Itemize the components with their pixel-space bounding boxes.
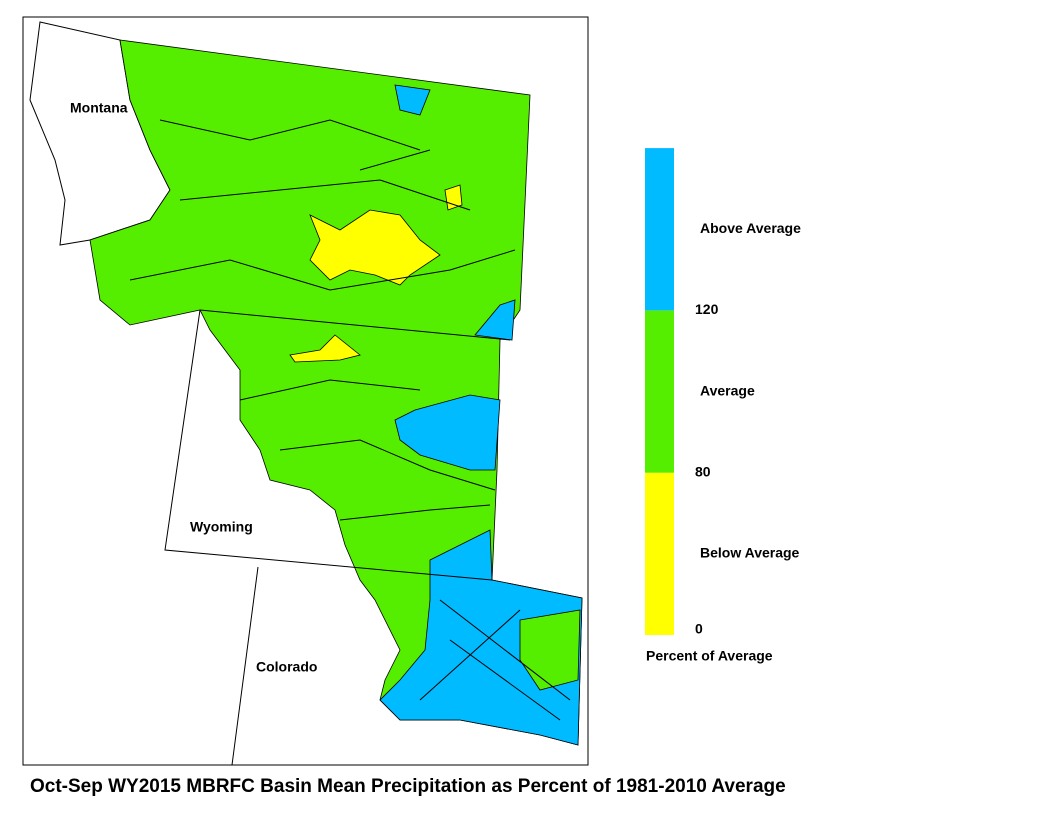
basin-lines	[129, 119, 571, 721]
legend-swatch	[645, 148, 674, 311]
above-average-basin	[394, 394, 501, 471]
state-label: Colorado	[256, 659, 317, 675]
legend-break: 120	[695, 301, 719, 317]
state-label: Montana	[70, 100, 128, 116]
legend-swatch	[645, 310, 674, 473]
state-label: Wyoming	[190, 519, 253, 535]
legend-label: Above Average	[700, 220, 801, 236]
map-title: Oct-Sep WY2015 MBRFC Basin Mean Precipit…	[30, 776, 786, 797]
below-average-basin	[309, 209, 441, 286]
below-average-basin	[444, 184, 463, 211]
average-basin	[519, 609, 581, 691]
legend-label: Average	[700, 382, 755, 398]
above-average-basin	[474, 299, 516, 341]
legend: Below Average Average Above Average 0 80 120	[645, 148, 801, 637]
legend-break: 80	[695, 463, 711, 479]
legend-break: 0	[695, 621, 703, 637]
legend-label: Below Average	[700, 545, 800, 561]
state-boundaries	[164, 309, 511, 766]
below-average-basin	[289, 334, 361, 363]
legend-swatch	[645, 472, 674, 635]
legend-title: Percent of Average	[646, 648, 773, 664]
above-average-basin	[394, 84, 431, 116]
